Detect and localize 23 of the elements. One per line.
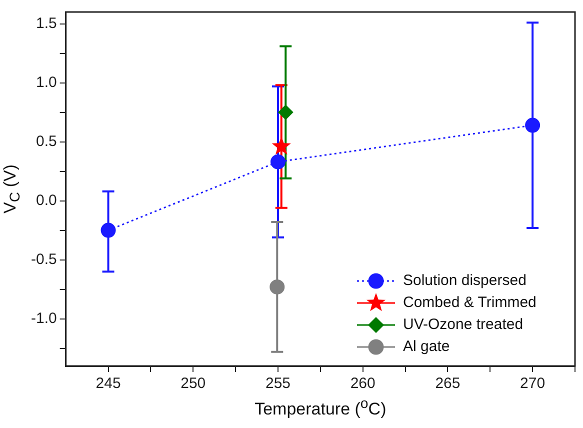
y-tick-label: 1.5 (36, 14, 57, 32)
point (278, 104, 294, 120)
x-tick-label: 260 (350, 375, 376, 392)
legend-label: Al gate (403, 338, 450, 356)
legend-label: Solution dispersed (403, 272, 526, 290)
point (270, 279, 285, 294)
y-tick-label: -0.5 (30, 250, 57, 268)
x-tick-label: 265 (435, 375, 460, 392)
legend-label: Combed & Trimmed (403, 294, 536, 312)
y-tick-label: 1.0 (36, 74, 57, 91)
x-tick-label: 250 (180, 375, 206, 392)
y-tick-label: 0.5 (36, 132, 57, 150)
y-tick-label: 0.0 (36, 192, 57, 209)
x-axis-title: Temperature ($^{o}$C) (254, 396, 386, 420)
point (100, 222, 116, 238)
x-tick-label: 255 (265, 375, 291, 392)
y-tick-label: -1.0 (30, 310, 57, 327)
point (270, 154, 286, 170)
legend-label: UV-Ozone treated (403, 316, 524, 334)
x-tick-label: 245 (96, 375, 121, 392)
point (525, 118, 540, 133)
x-tick-label: 270 (520, 375, 546, 392)
point (272, 136, 291, 155)
